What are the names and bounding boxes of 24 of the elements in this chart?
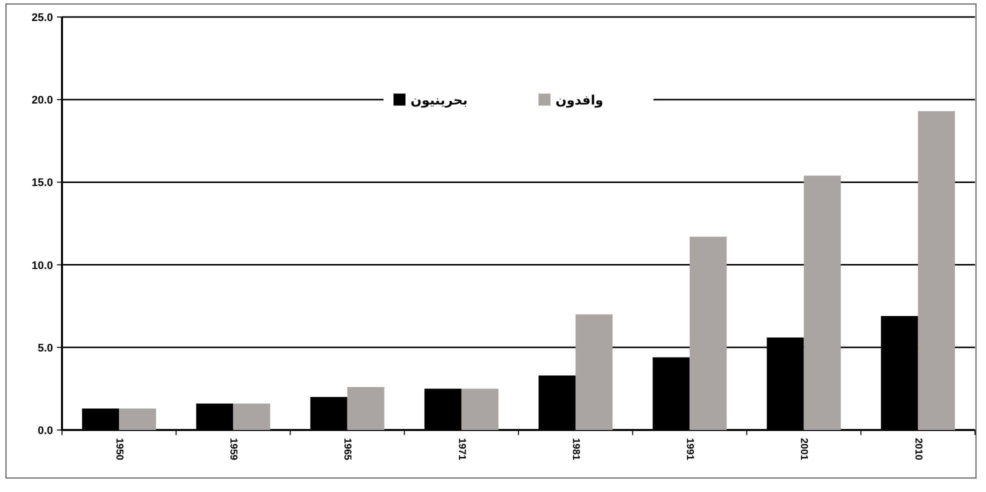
x-tick-label: 1950: [113, 438, 124, 461]
y-tick-label: 0.0: [38, 425, 53, 437]
legend-label: وافدون: [556, 92, 604, 109]
x-tick-label: 1981: [570, 438, 581, 461]
bar: [119, 408, 156, 430]
legend-label: بحرينيون: [410, 92, 468, 109]
x-tick-label: 2010: [912, 438, 924, 461]
y-tick-label: 15.0: [32, 177, 53, 190]
bar: [918, 111, 955, 430]
y-tick-label: 25.0: [32, 12, 53, 24]
x-tick-label: 1959: [228, 438, 239, 461]
y-tick-label: 5.0: [38, 342, 53, 354]
bar: [690, 236, 727, 430]
bar: [804, 176, 841, 430]
x-tick-label: 1965: [342, 438, 353, 461]
y-tick-label: 10.0: [32, 260, 53, 272]
y-tick-label: 20.0: [32, 94, 53, 107]
bar: [576, 314, 613, 430]
bar: [347, 387, 384, 430]
x-tick-label: 2001: [798, 438, 810, 461]
x-tick-label: 1971: [456, 438, 467, 461]
x-tick-label: 1991: [684, 438, 696, 461]
bar: [461, 388, 498, 430]
bar: [233, 404, 270, 430]
